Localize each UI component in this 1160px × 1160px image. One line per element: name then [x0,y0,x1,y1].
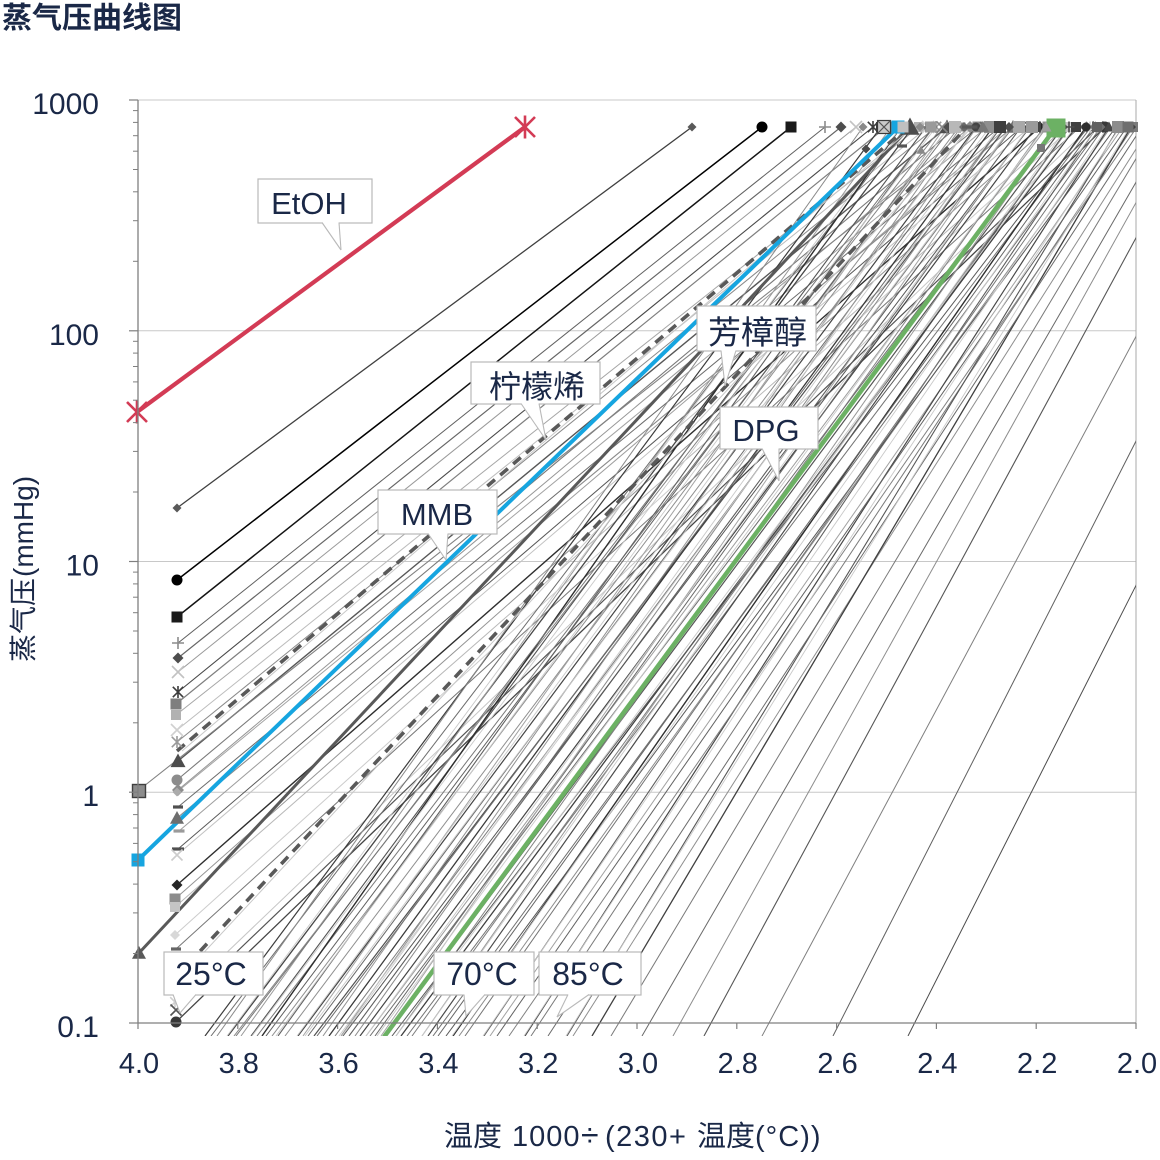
svg-text:MMB: MMB [401,497,473,532]
svg-text:25°C: 25°C [175,956,247,992]
svg-text:2.2: 2.2 [1017,1048,1057,1080]
svg-text:3.2: 3.2 [518,1048,558,1080]
svg-text:(230+: (230+ [605,1121,687,1153]
svg-text:0.1: 0.1 [57,1011,99,1044]
svg-text:10: 10 [66,550,99,583]
svg-text:3.6: 3.6 [318,1048,358,1080]
svg-text:3.0: 3.0 [618,1048,658,1080]
svg-text:(°C)): (°C)) [755,1121,822,1153]
svg-text:(mmHg): (mmHg) [8,476,39,577]
svg-text:4.0: 4.0 [119,1048,159,1080]
svg-text:÷: ÷ [581,1117,599,1153]
svg-text:2.6: 2.6 [817,1048,857,1080]
svg-text:EtOH: EtOH [271,186,347,221]
svg-text:3.4: 3.4 [418,1048,458,1080]
svg-text:85°C: 85°C [552,956,624,992]
svg-text:70°C: 70°C [446,956,518,992]
svg-text:1000: 1000 [512,1121,581,1153]
svg-text:2.8: 2.8 [718,1048,758,1080]
svg-text:100: 100 [49,319,99,352]
svg-text:3.8: 3.8 [219,1048,259,1080]
svg-text:1: 1 [82,780,99,813]
svg-text:2.0: 2.0 [1117,1048,1157,1080]
svg-text:2.4: 2.4 [917,1048,957,1080]
svg-text:DPG: DPG [732,413,799,448]
svg-text:1000: 1000 [32,88,99,121]
